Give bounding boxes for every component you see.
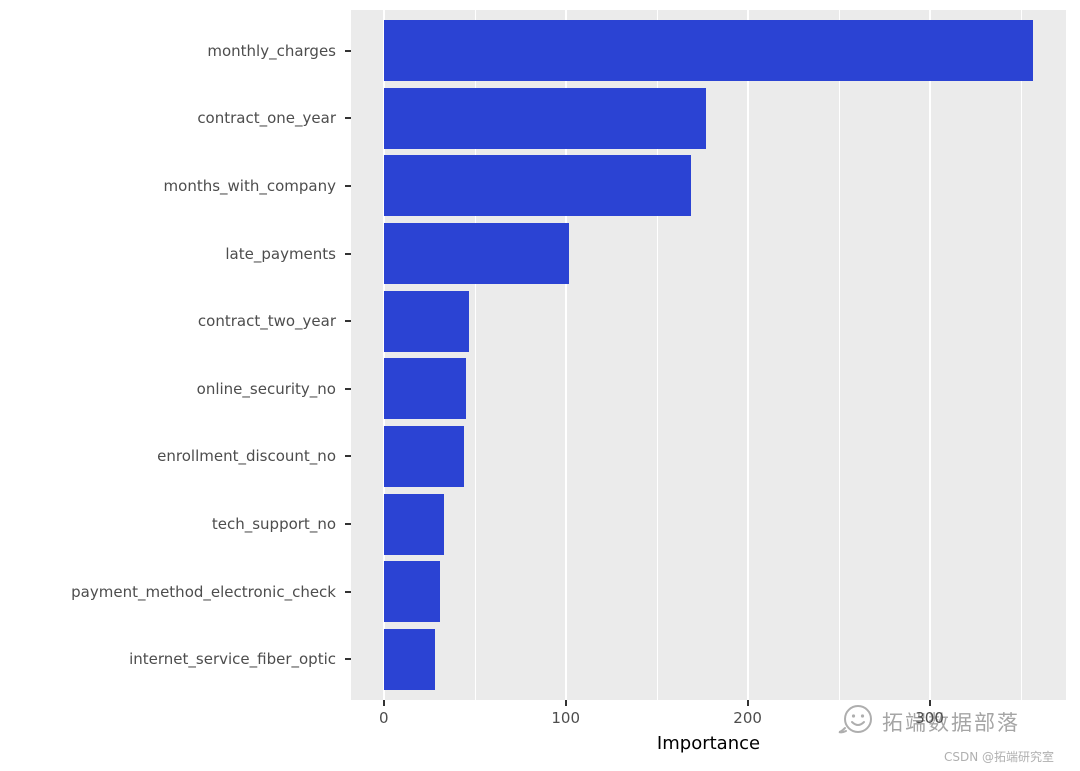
gridline-minor [1020, 10, 1022, 700]
y-tick-mark [345, 387, 351, 390]
bar [383, 155, 692, 217]
y-tick-mark [345, 184, 351, 187]
bar [383, 426, 464, 487]
watermark-text: 拓端数据部落 [882, 711, 1020, 735]
bar [383, 20, 1034, 82]
x-tick-label: 100 [551, 709, 580, 727]
bar [383, 223, 570, 284]
x-axis-title: Importance [656, 733, 761, 754]
y-axis-label: contract_one_year [197, 109, 336, 128]
gridline-minor [474, 10, 476, 700]
bar [383, 493, 444, 555]
x-tick-label: 200 [733, 709, 762, 727]
x-tick-mark [382, 700, 385, 706]
x-tick-mark [746, 700, 749, 706]
gridline-major [564, 10, 567, 700]
csdn-watermark-text: CSDN @拓端研究室 [943, 750, 1054, 764]
y-axis-label: monthly_charges [207, 41, 336, 60]
x-tick-label: 0 [378, 709, 389, 727]
y-tick-mark [345, 523, 351, 526]
y-tick-mark [345, 117, 351, 120]
bar [383, 87, 706, 149]
y-axis-label: payment_method_electronic_check [71, 582, 336, 601]
y-tick-mark [345, 252, 351, 255]
bar [383, 358, 466, 420]
plot-panel [351, 10, 1066, 700]
y-axis-label: contract_two_year [197, 312, 336, 331]
y-axis-label: months_with_company [163, 176, 336, 195]
y-tick-mark [345, 320, 351, 323]
gridline-minor [838, 10, 840, 700]
y-axis-label: tech_support_no [211, 515, 336, 534]
gridline-major [382, 10, 385, 700]
bar [383, 628, 435, 690]
watermark-icon [836, 702, 876, 742]
bar [383, 290, 470, 352]
y-tick-mark [345, 455, 351, 458]
y-axis-label: enrollment_discount_no [157, 447, 336, 466]
bar [383, 561, 441, 623]
gridline-minor [656, 10, 658, 700]
y-tick-mark [345, 590, 351, 593]
x-tick-label: 300 [915, 709, 944, 727]
gridline-major [746, 10, 749, 700]
y-axis-label: online_security_no [196, 379, 336, 398]
y-tick-mark [345, 658, 351, 661]
watermark: 拓端数据部落 [836, 702, 1020, 742]
y-tick-mark [345, 49, 351, 52]
y-axis-label: internet_service_fiber_optic [129, 650, 336, 669]
x-tick-mark [928, 700, 931, 706]
gridline-major [928, 10, 931, 700]
x-tick-mark [564, 700, 567, 706]
y-axis-label: late_payments [225, 244, 336, 263]
